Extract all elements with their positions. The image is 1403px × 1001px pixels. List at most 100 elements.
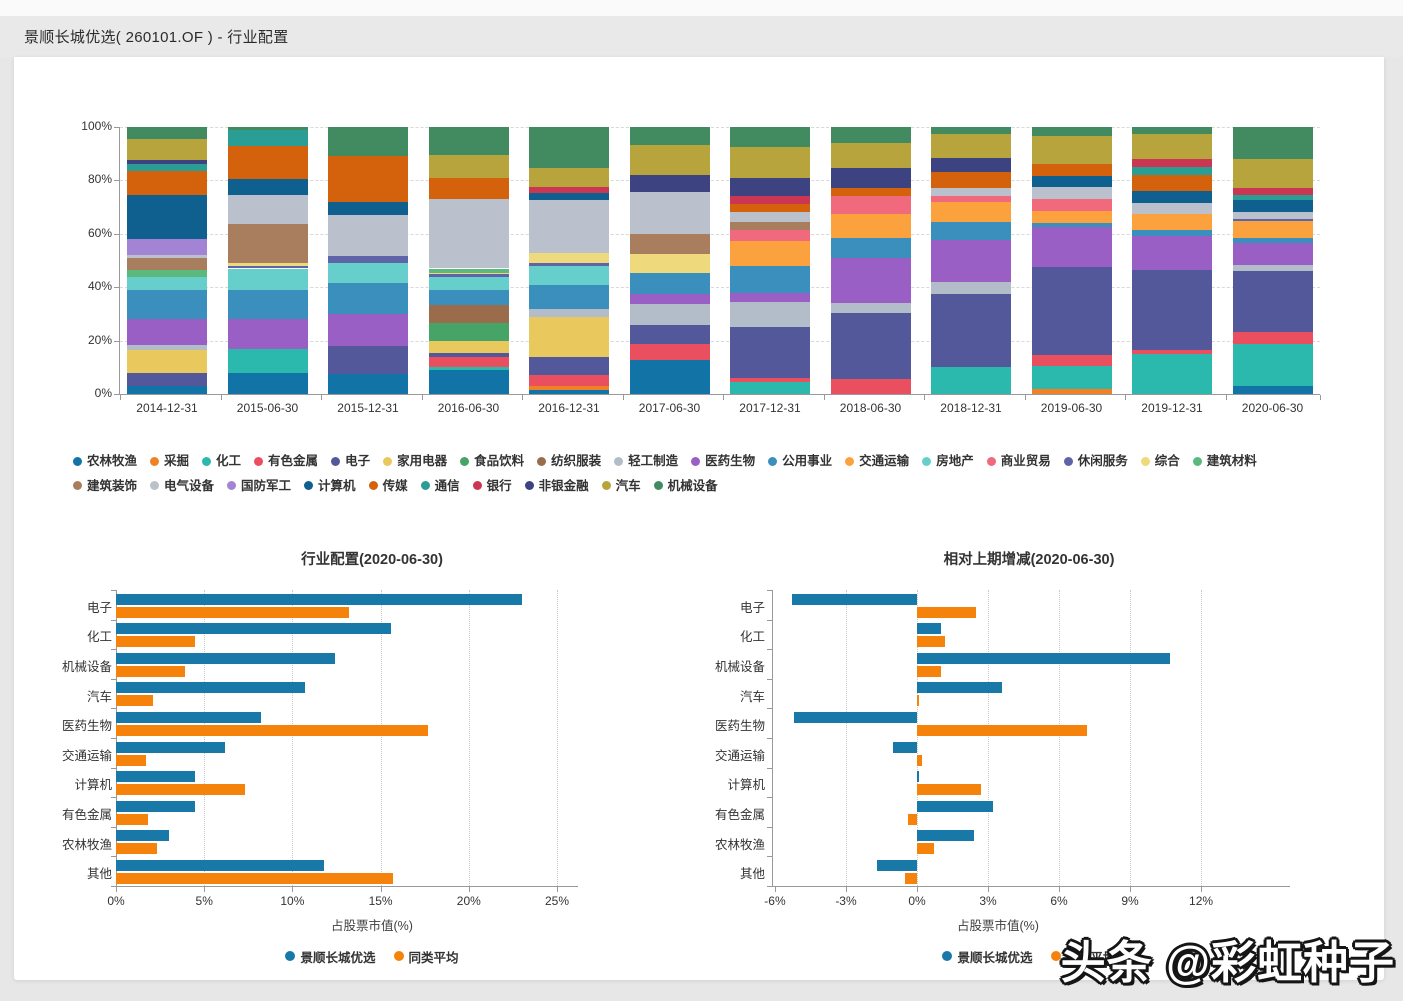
legend-item[interactable]: 通信 (420, 474, 460, 498)
y-axis-tick (114, 340, 120, 342)
legend-item[interactable]: 轻工制造 (614, 449, 678, 473)
y-axis-tick (111, 797, 116, 799)
legend-item[interactable]: 食品饮料 (460, 449, 524, 473)
bar-segment (227, 127, 308, 130)
legend-item[interactable]: 国防军工 (227, 474, 291, 498)
legend-item[interactable]: 医药生物 (691, 449, 755, 473)
legend-item[interactable]: 综合 (1140, 449, 1180, 473)
legend-item[interactable]: 机械设备 (653, 474, 718, 498)
legend-item[interactable]: 公用事业 (768, 449, 832, 473)
x-axis-tick (1130, 887, 1132, 892)
x-axis-category-label: 2019-12-31 (1141, 401, 1203, 415)
bar-segment (529, 265, 609, 285)
series-legend-item[interactable]: 同类平均 (1050, 944, 1116, 968)
y-axis-tick (114, 233, 120, 235)
x-axis-category-label: 2015-06-30 (236, 401, 299, 415)
legend-item-label: 计算机 (318, 478, 356, 493)
category-label: 化工 (86, 630, 112, 645)
legend-item[interactable]: 商业贸易 (986, 449, 1051, 473)
bar-segment (328, 263, 408, 284)
bar-segment (428, 272, 509, 274)
legend-item[interactable]: 农林牧渔 (73, 449, 137, 473)
bar-segment (1132, 353, 1212, 394)
legend-item[interactable]: 银行 (472, 474, 512, 498)
gridline (292, 590, 294, 886)
series-legend-item[interactable]: 景顺长城优选 (285, 944, 376, 968)
category-label: 交通运输 (714, 748, 765, 763)
peer-bar (116, 813, 148, 825)
legend-dot-icon (1140, 456, 1150, 466)
legend-dot-icon (368, 481, 378, 490)
bar-segment (629, 191, 710, 234)
y-axis-tick (767, 886, 772, 887)
stacked-bar (730, 127, 810, 394)
peer-bar (116, 636, 196, 648)
category-label: 机械设备 (61, 660, 112, 674)
x-axis-tick (120, 395, 121, 400)
bar-segment (830, 188, 911, 197)
bar-segment (227, 289, 308, 320)
category-label: 有色金属 (714, 808, 765, 822)
legend-item[interactable]: 采掘 (150, 449, 189, 473)
legend-dot-icon (393, 951, 404, 961)
bar-segment (931, 133, 1011, 158)
legend-item[interactable]: 汽车 (601, 474, 641, 498)
bar-segment (730, 221, 810, 230)
series-legend-item[interactable]: 同类平均 (393, 944, 459, 968)
legend-item[interactable]: 建筑装饰 (73, 474, 137, 498)
peer-bar (917, 636, 946, 648)
legend-item[interactable]: 家用电器 (383, 449, 447, 473)
legend-item[interactable]: 房地产 (922, 449, 974, 473)
gridline (120, 180, 1320, 182)
legend-item[interactable]: 电子 (331, 449, 370, 473)
gridline (845, 590, 847, 886)
x-axis-line (116, 886, 578, 887)
x-axis-tick (468, 887, 470, 892)
category-label: 农林牧渔 (61, 837, 112, 852)
bar-segment (629, 273, 710, 294)
legend-item[interactable]: 传媒 (368, 474, 408, 498)
y-axis-tick (111, 767, 116, 769)
legend-item[interactable]: 休闲服务 (1063, 449, 1128, 473)
legend-item[interactable]: 非银金融 (524, 474, 589, 498)
legend-item[interactable]: 建筑材料 (1192, 449, 1257, 473)
x-axis-category-label: 2018-12-31 (940, 401, 1002, 415)
legend-dot-icon (304, 481, 314, 490)
series-legend-item[interactable]: 景顺长城优选 (942, 944, 1033, 968)
legend-item[interactable]: 交通运输 (845, 449, 909, 473)
bar-segment (730, 177, 810, 197)
legend-item[interactable]: 计算机 (304, 474, 356, 498)
fund-bar (116, 859, 325, 871)
bar-segment (931, 281, 1011, 294)
fund-bar (116, 771, 196, 783)
bar-segment (730, 203, 810, 213)
y-axis-tick-label: 80% (87, 172, 112, 187)
y-axis-tick-label: 40% (87, 279, 112, 294)
x-axis-tick-label: -3% (835, 894, 857, 908)
legend-item[interactable]: 有色金属 (254, 449, 318, 473)
bar-segment (1132, 213, 1212, 230)
category-label: 计算机 (727, 778, 765, 793)
legend-dot-icon (1063, 456, 1073, 466)
bar-segment (529, 308, 609, 317)
legend-item[interactable]: 纺织服装 (537, 449, 601, 473)
legend-item[interactable]: 电气设备 (150, 474, 214, 498)
x-axis-tick (823, 395, 825, 400)
legend-dot-icon (537, 456, 547, 466)
x-axis-category-label: 2017-12-31 (739, 401, 801, 415)
legend-dot-icon (601, 481, 611, 490)
bar-segment (127, 164, 207, 172)
peer-bar (917, 784, 981, 796)
legend-item[interactable]: 化工 (202, 449, 241, 473)
bar-segment (127, 385, 207, 394)
y-axis-line (772, 590, 773, 886)
bar-segment (1232, 243, 1313, 266)
bar-segment (428, 155, 509, 178)
x-axis-tick-label: 3% (979, 894, 997, 908)
gridline (120, 287, 1320, 289)
legend-dot-icon (1050, 951, 1061, 961)
legend-dot-icon (768, 456, 778, 466)
x-axis-tick (988, 887, 989, 892)
gridline (120, 340, 1320, 342)
bar-segment (1031, 127, 1112, 137)
